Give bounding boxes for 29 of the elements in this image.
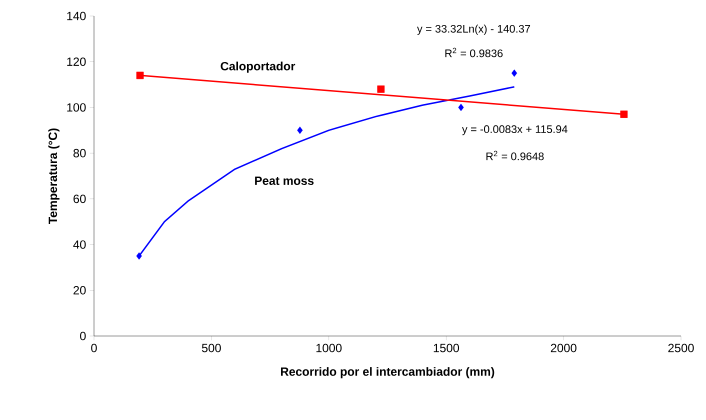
x-tick-label: 2000 [550, 344, 576, 352]
annotation: R$^{2}$ = 0.9648 [486, 150, 544, 160]
x-tick-label: 500 [202, 344, 221, 352]
point [620, 110, 628, 118]
y-tick-label: 140 [67, 12, 86, 20]
y-axis-title: Temperatura (°C) [48, 128, 60, 224]
annotation: y = -0.0083x + 115.94 [462, 125, 568, 136]
point [136, 72, 144, 80]
series-label: Peat moss [255, 176, 314, 185]
x-tick-label: 1000 [316, 344, 342, 352]
x-tick-label: 2500 [668, 344, 694, 352]
y-tick-label: 40 [73, 240, 86, 249]
y-tick-label: 60 [74, 194, 86, 204]
annotation: y = 33.32Ln(x) - 140.37 [417, 24, 530, 35]
point [377, 85, 385, 93]
y-tick-label: 20 [74, 286, 86, 295]
point [297, 126, 303, 134]
x-tick-label: 0 [91, 344, 97, 352]
y-tick-label: 0 [80, 332, 86, 340]
point [511, 69, 518, 77]
x-axis-title: Recorrido por el intercambiador (mm) [281, 367, 494, 378]
point [136, 252, 142, 260]
annotation: R$^{2}$ = 0.9836 [445, 48, 503, 58]
y-tick-label: 80 [73, 148, 86, 158]
x-tick-label: 1500 [434, 344, 460, 352]
series-label: Caloportador [220, 62, 296, 73]
y-tick-label: 120 [67, 57, 86, 66]
point [458, 104, 464, 112]
y-tick-label: 100 [67, 103, 86, 112]
